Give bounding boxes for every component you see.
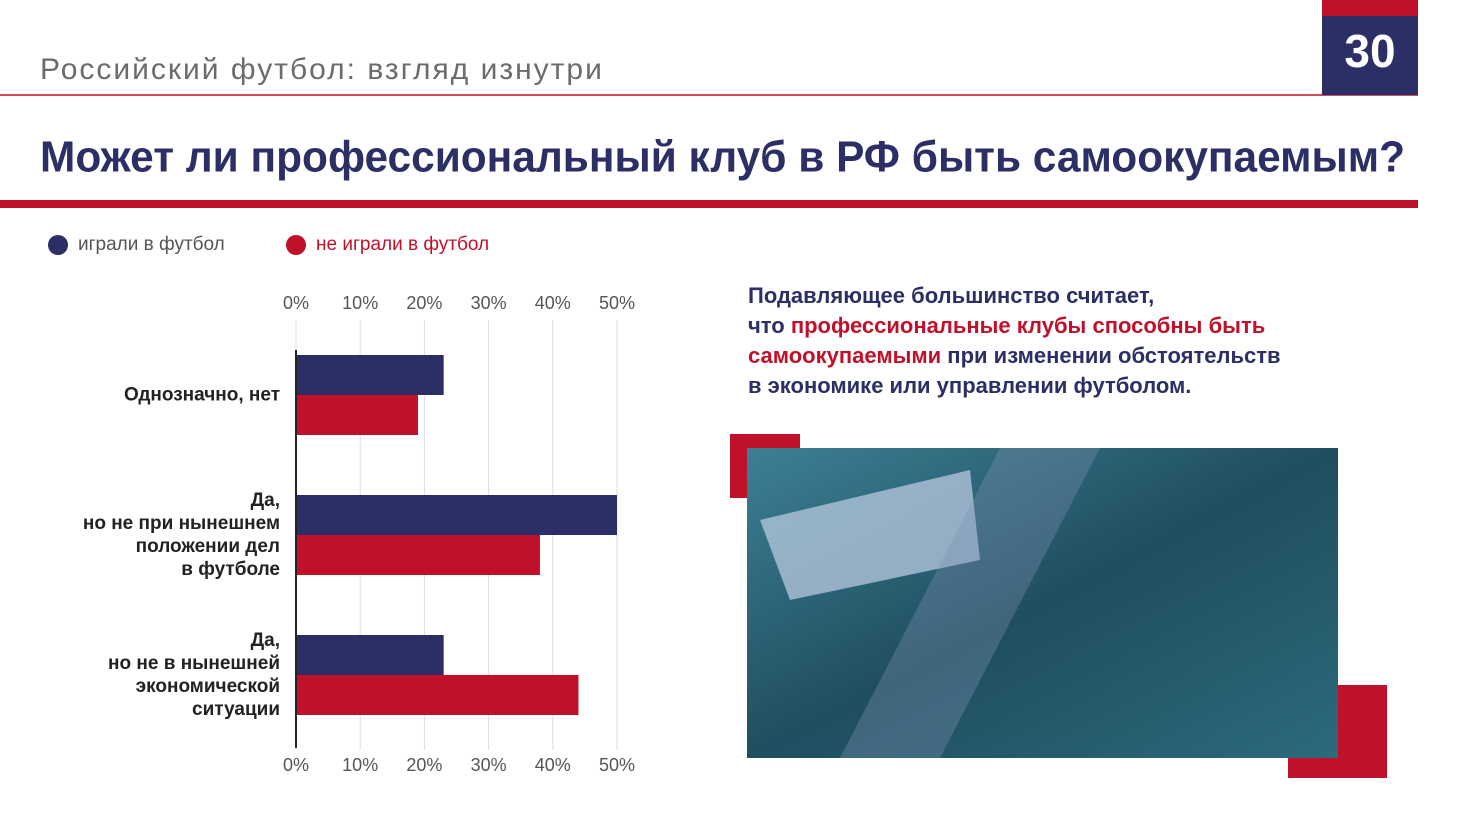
bar [296,675,579,715]
x-tick-label: 40% [535,755,571,775]
legend-swatch [286,235,306,255]
x-tick-label: 30% [471,755,507,775]
paragraph-part: профессиональные клубы способны быть сам… [748,313,1266,368]
legend-label: не играли в футбол [316,234,489,255]
bar [296,535,540,575]
paragraph: Подавляющее большинство считает, что про… [748,281,1428,401]
slide-title: Может ли профессиональный клуб в РФ быть… [40,133,1405,182]
bar [296,395,418,435]
x-tick-label: 40% [535,293,571,313]
category-label: Однозначно, нет [124,384,280,406]
photo-shape [840,448,1100,758]
category-label: Да, но не в нынешней экономической ситуа… [108,630,280,720]
bar [296,355,444,395]
bar [296,495,617,535]
title-rule [0,200,1418,208]
photo-flag [760,470,980,600]
x-tick-label: 20% [406,755,442,775]
page-box-accent [1322,0,1418,16]
page-number: 30 [1344,25,1395,77]
x-tick-label: 20% [406,293,442,313]
paragraph-part: при изменении обстоятельств в экономике … [748,343,1281,398]
bar [296,635,444,675]
x-tick-label: 10% [342,755,378,775]
legend-label: играли в футбол [78,234,225,255]
category-label: Да, но не при нынешнем положении дел в ф… [82,490,280,580]
x-tick-label: 50% [599,755,635,775]
x-tick-label: 10% [342,293,378,313]
chart: играли в футбол не играли в футбол 0% 0% 10%… [48,234,635,775]
x-tick-label: 50% [599,293,635,313]
x-tick-label: 0% [283,755,309,775]
paragraph-part: Подавляющее большинство считает, что [748,283,1155,338]
header-title: Российский футбол: взгляд изнутри [40,53,604,86]
x-tick-label: 0% [283,293,309,313]
x-tick-label: 30% [471,293,507,313]
legend-swatch [48,235,68,255]
